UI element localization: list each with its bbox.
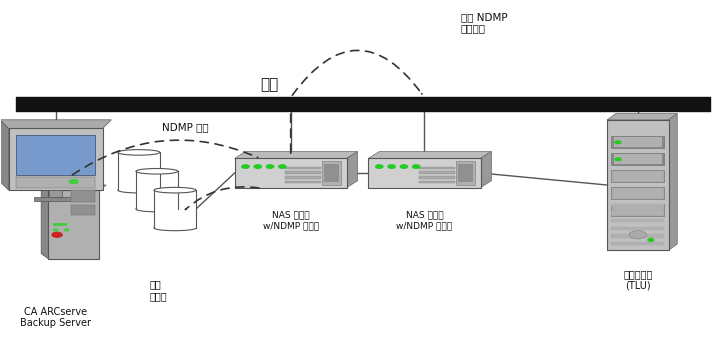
- FancyBboxPatch shape: [368, 158, 481, 188]
- Circle shape: [279, 165, 286, 168]
- FancyBboxPatch shape: [118, 152, 160, 190]
- FancyBboxPatch shape: [613, 154, 662, 164]
- FancyBboxPatch shape: [49, 190, 99, 259]
- FancyBboxPatch shape: [611, 204, 664, 207]
- FancyBboxPatch shape: [458, 164, 473, 182]
- Circle shape: [242, 165, 249, 168]
- Text: 資料
磁碟區: 資料 磁碟區: [150, 280, 167, 301]
- Circle shape: [266, 165, 274, 168]
- FancyBboxPatch shape: [16, 135, 95, 175]
- Ellipse shape: [136, 206, 178, 212]
- Text: NDMP 指令: NDMP 指令: [163, 122, 209, 132]
- Circle shape: [388, 165, 395, 168]
- Ellipse shape: [118, 149, 160, 155]
- FancyBboxPatch shape: [611, 204, 664, 216]
- Circle shape: [648, 238, 653, 241]
- FancyBboxPatch shape: [16, 177, 95, 189]
- FancyBboxPatch shape: [611, 187, 664, 199]
- FancyBboxPatch shape: [285, 171, 321, 174]
- FancyBboxPatch shape: [613, 171, 662, 181]
- Circle shape: [629, 231, 647, 239]
- Polygon shape: [347, 152, 358, 188]
- FancyArrowPatch shape: [185, 187, 259, 209]
- FancyBboxPatch shape: [154, 190, 196, 228]
- FancyBboxPatch shape: [71, 205, 96, 215]
- FancyBboxPatch shape: [9, 128, 102, 190]
- Polygon shape: [669, 113, 677, 250]
- FancyBboxPatch shape: [136, 171, 178, 209]
- Text: NAS 伺服器
w/NDMP 伺服器: NAS 伺服器 w/NDMP 伺服器: [263, 211, 319, 230]
- FancyBboxPatch shape: [49, 190, 62, 197]
- FancyBboxPatch shape: [285, 176, 321, 179]
- Polygon shape: [41, 185, 106, 190]
- Polygon shape: [0, 120, 9, 190]
- Circle shape: [65, 229, 69, 231]
- Circle shape: [400, 165, 407, 168]
- Polygon shape: [41, 185, 49, 259]
- FancyBboxPatch shape: [607, 120, 669, 250]
- FancyBboxPatch shape: [325, 164, 339, 182]
- Polygon shape: [607, 113, 677, 120]
- Ellipse shape: [118, 188, 160, 193]
- Ellipse shape: [136, 169, 178, 174]
- Circle shape: [615, 141, 621, 144]
- Polygon shape: [481, 152, 492, 188]
- FancyBboxPatch shape: [611, 211, 664, 215]
- FancyBboxPatch shape: [419, 171, 454, 174]
- Polygon shape: [234, 152, 358, 158]
- FancyBboxPatch shape: [234, 158, 347, 188]
- FancyBboxPatch shape: [71, 190, 96, 202]
- Circle shape: [70, 180, 78, 184]
- Circle shape: [412, 165, 420, 168]
- FancyBboxPatch shape: [611, 219, 664, 222]
- Ellipse shape: [154, 225, 196, 231]
- Ellipse shape: [154, 188, 196, 193]
- FancyBboxPatch shape: [53, 223, 68, 226]
- Text: 網路: 網路: [260, 78, 278, 92]
- Text: 磁帶櫃單元
(TLU): 磁帶櫃單元 (TLU): [623, 269, 653, 291]
- Text: 三向 NDMP
資料路徑: 三向 NDMP 資料路徑: [460, 12, 507, 33]
- FancyArrowPatch shape: [293, 50, 422, 95]
- Text: NAS 伺服器
w/NDMP 伺服器: NAS 伺服器 w/NDMP 伺服器: [396, 211, 452, 230]
- FancyBboxPatch shape: [456, 161, 475, 185]
- FancyBboxPatch shape: [419, 181, 454, 183]
- FancyBboxPatch shape: [34, 197, 78, 201]
- FancyBboxPatch shape: [285, 181, 321, 183]
- FancyBboxPatch shape: [611, 227, 664, 230]
- Polygon shape: [0, 120, 111, 128]
- Circle shape: [54, 229, 58, 231]
- FancyArrowPatch shape: [73, 140, 258, 175]
- FancyBboxPatch shape: [419, 176, 454, 179]
- Text: CA ARCserve
Backup Server: CA ARCserve Backup Server: [20, 307, 91, 328]
- FancyBboxPatch shape: [322, 161, 341, 185]
- Circle shape: [52, 233, 62, 237]
- Circle shape: [375, 165, 383, 168]
- Circle shape: [615, 158, 621, 161]
- FancyBboxPatch shape: [613, 205, 662, 215]
- FancyBboxPatch shape: [285, 166, 321, 169]
- FancyBboxPatch shape: [611, 234, 664, 237]
- FancyBboxPatch shape: [613, 137, 662, 147]
- FancyBboxPatch shape: [419, 166, 454, 169]
- FancyBboxPatch shape: [611, 170, 664, 182]
- FancyBboxPatch shape: [611, 153, 664, 165]
- FancyBboxPatch shape: [611, 242, 664, 245]
- FancyBboxPatch shape: [613, 188, 662, 198]
- Circle shape: [254, 165, 261, 168]
- Polygon shape: [368, 152, 492, 158]
- FancyBboxPatch shape: [611, 136, 664, 148]
